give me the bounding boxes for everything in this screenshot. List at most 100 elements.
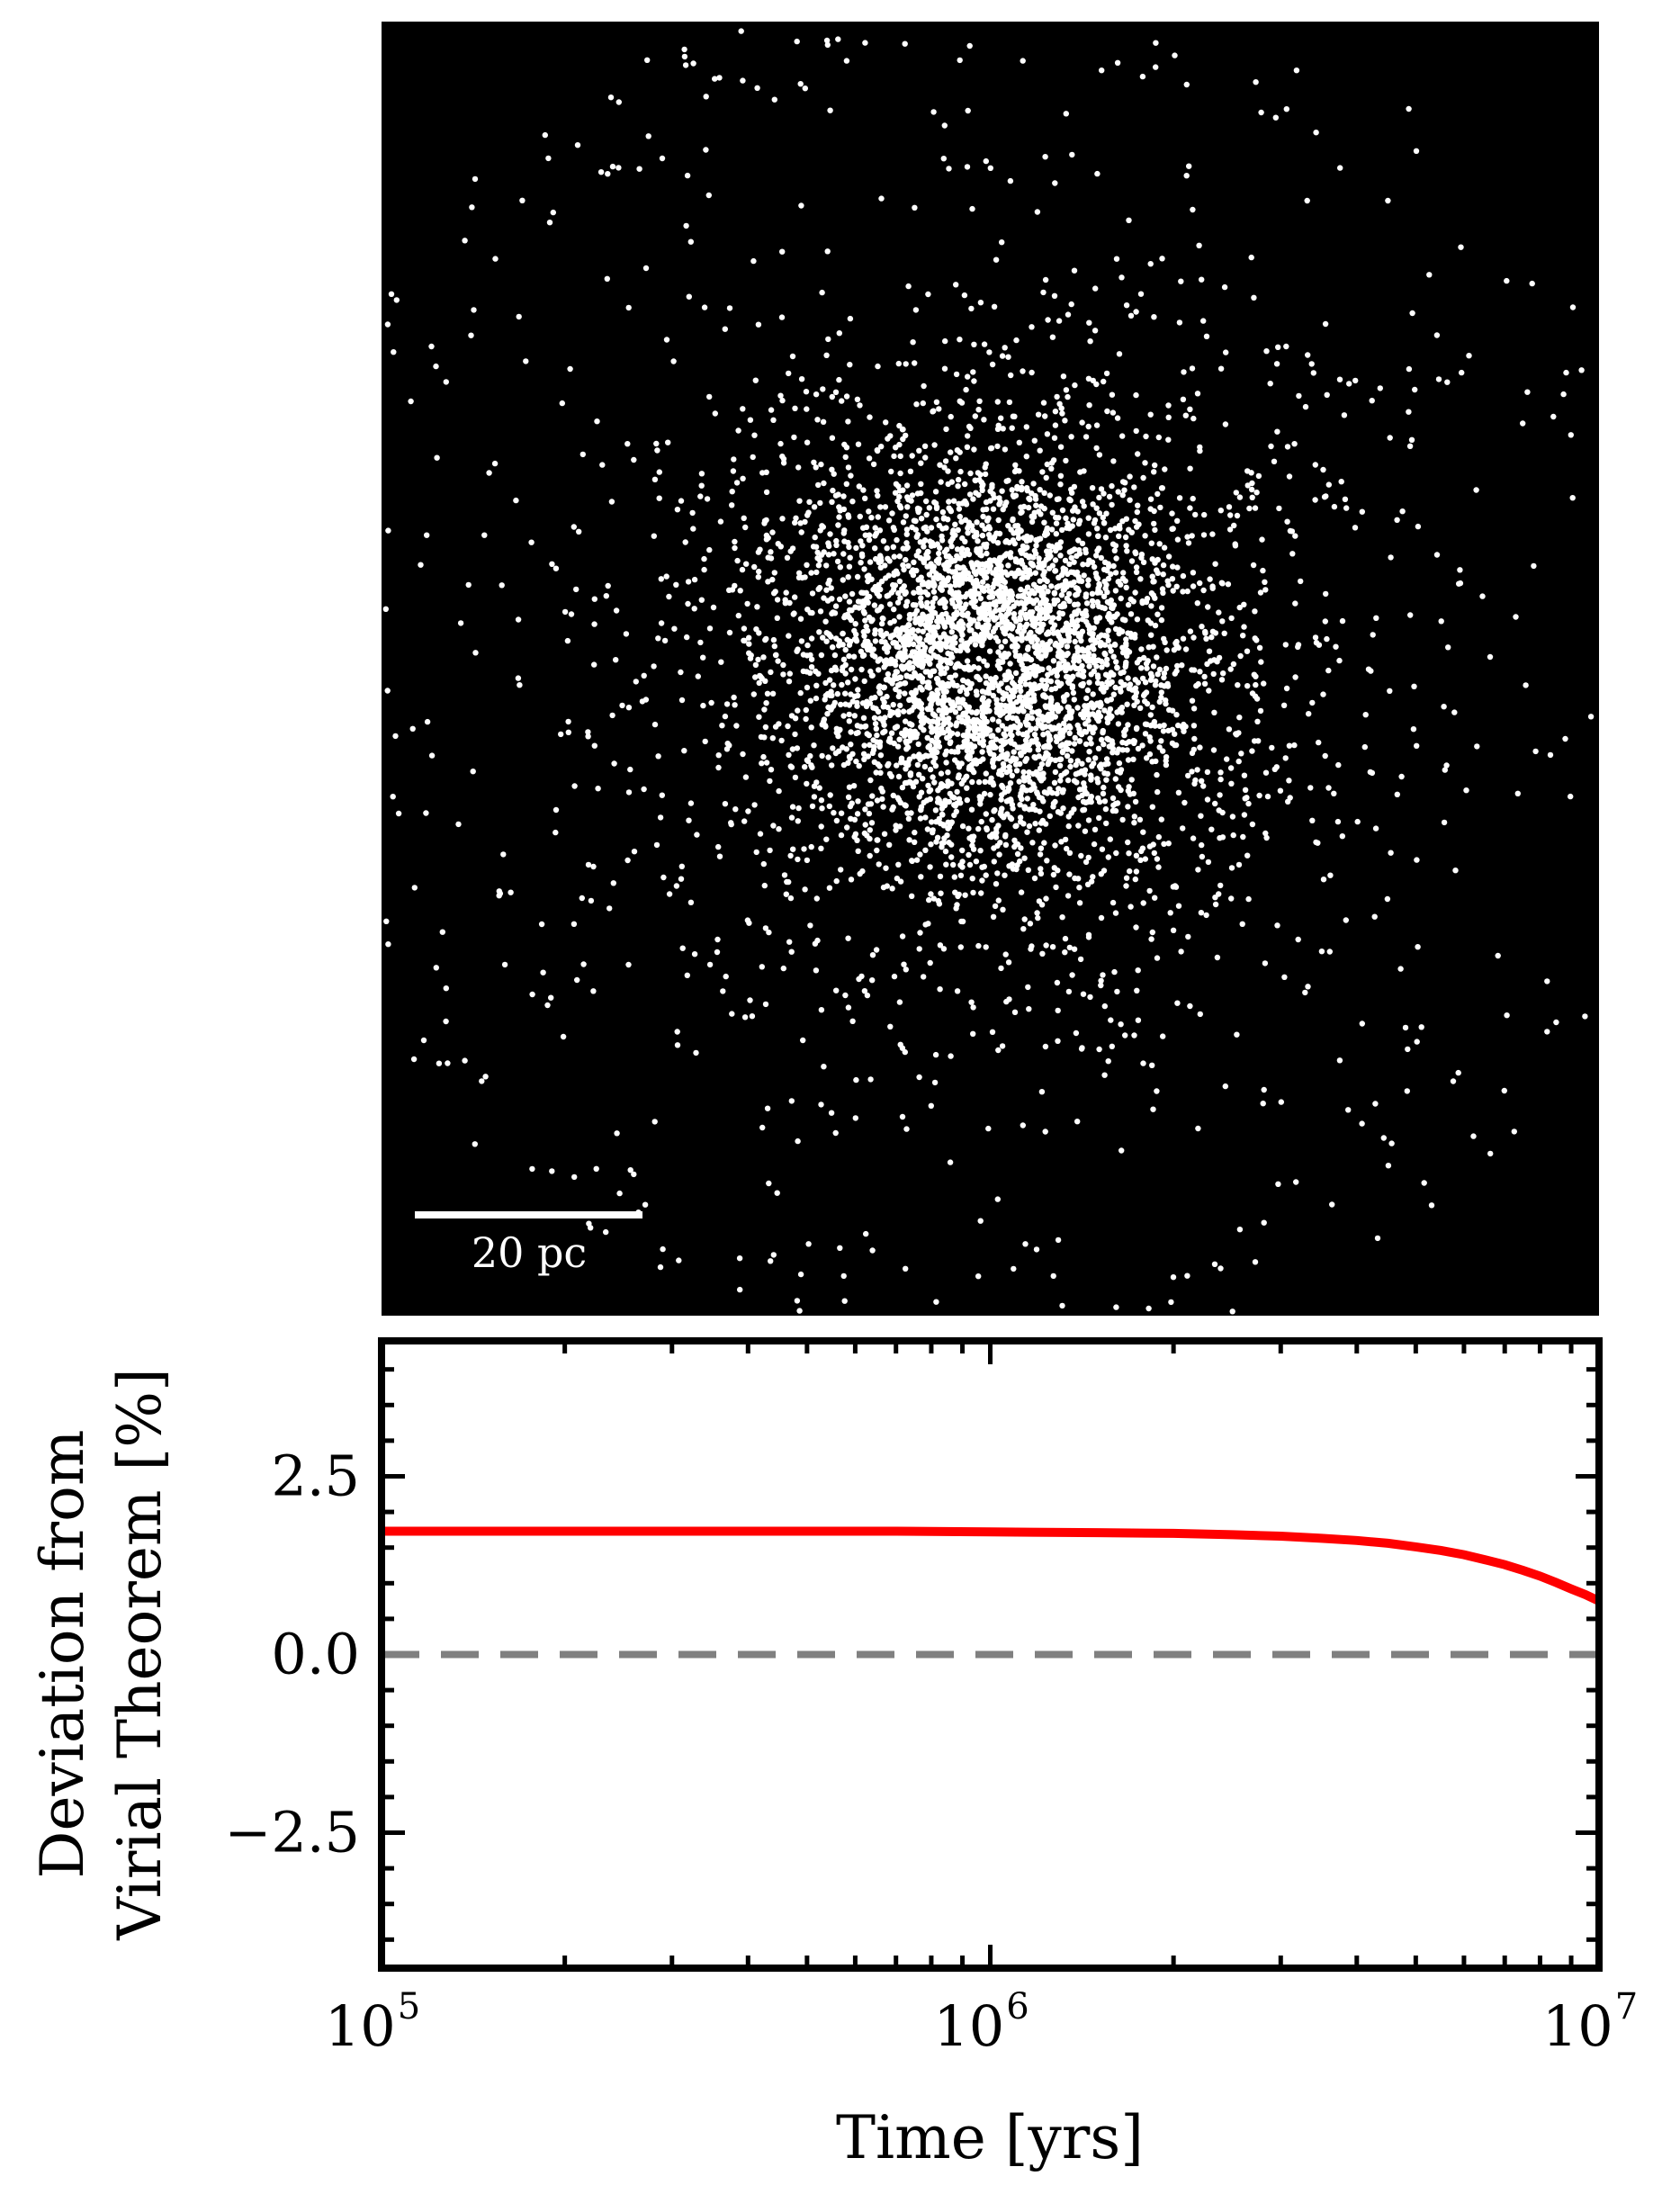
- star-point: [1043, 942, 1049, 949]
- star-point: [1456, 580, 1462, 587]
- star-point: [912, 839, 918, 845]
- star-point: [944, 577, 951, 584]
- star-point: [1197, 444, 1203, 451]
- star-point: [881, 699, 887, 706]
- star-point: [651, 721, 659, 728]
- star-point: [1414, 1039, 1420, 1045]
- star-point: [1152, 560, 1158, 566]
- star-point: [950, 634, 957, 642]
- star-point: [1421, 1180, 1427, 1186]
- star-point: [1026, 495, 1032, 502]
- star-point: [847, 803, 854, 810]
- star-point: [1107, 526, 1114, 534]
- star-point: [1271, 458, 1278, 464]
- star-point: [1195, 867, 1201, 873]
- star-point: [1334, 818, 1342, 825]
- star-point: [631, 456, 637, 463]
- star-point: [913, 534, 920, 540]
- star-point: [1147, 411, 1154, 418]
- star-point: [1029, 709, 1036, 715]
- star-point: [1018, 509, 1024, 517]
- star-point: [1037, 585, 1044, 592]
- star-point: [851, 816, 858, 823]
- star-point: [1037, 851, 1044, 858]
- star-point: [676, 1257, 682, 1263]
- star-point: [767, 778, 773, 785]
- star-point: [807, 922, 813, 929]
- star-point: [1147, 496, 1154, 502]
- star-point: [876, 739, 884, 745]
- star-point: [968, 749, 975, 755]
- star-point: [1043, 704, 1049, 710]
- star-point: [890, 701, 896, 708]
- star-point: [1005, 523, 1011, 529]
- star-point: [1142, 721, 1149, 727]
- star-point: [496, 888, 502, 895]
- star-point: [1244, 648, 1251, 654]
- star-point: [1529, 280, 1535, 287]
- star-point: [945, 825, 951, 832]
- star-point: [1069, 683, 1076, 689]
- star-point: [1015, 535, 1022, 542]
- star-point: [840, 551, 847, 557]
- star-point: [948, 538, 955, 544]
- star-point: [663, 337, 670, 343]
- star-point: [825, 552, 832, 558]
- star-point: [1086, 402, 1092, 409]
- star-point: [457, 620, 464, 626]
- star-point: [956, 500, 962, 507]
- star-point: [1269, 744, 1275, 751]
- star-point: [970, 1004, 976, 1011]
- star-point: [657, 814, 664, 821]
- star-point: [1114, 59, 1121, 67]
- star-point: [1523, 682, 1529, 688]
- star-point: [943, 665, 950, 671]
- star-point: [828, 1110, 835, 1116]
- star-point: [823, 836, 830, 842]
- star-point: [1169, 526, 1175, 532]
- star-point: [1084, 881, 1092, 887]
- star-point: [1406, 409, 1412, 415]
- star-point: [929, 697, 936, 705]
- star-point: [1133, 309, 1139, 315]
- star-point: [735, 427, 741, 434]
- star-point: [912, 526, 919, 533]
- star-point: [808, 635, 815, 642]
- star-point: [1218, 580, 1226, 586]
- star-point: [1038, 616, 1045, 622]
- star-point: [1569, 495, 1576, 501]
- star-point: [912, 778, 920, 785]
- star-point: [965, 525, 971, 532]
- star-point: [939, 587, 946, 593]
- star-point: [930, 774, 936, 780]
- star-point: [1028, 635, 1034, 642]
- cluster-background: [382, 22, 1599, 1316]
- star-point: [1047, 757, 1053, 763]
- star-point: [1487, 653, 1494, 661]
- star-point: [846, 544, 852, 550]
- star-point: [1095, 657, 1102, 663]
- star-point: [969, 876, 975, 882]
- star-point: [1165, 414, 1172, 420]
- star-point: [695, 673, 701, 679]
- star-point: [947, 1159, 954, 1165]
- star-point: [1020, 769, 1027, 776]
- star-point: [1066, 496, 1073, 502]
- star-point: [1182, 646, 1190, 652]
- star-point: [882, 728, 888, 734]
- star-point: [885, 555, 891, 562]
- star-point: [1211, 709, 1217, 715]
- star-point: [991, 557, 998, 563]
- star-point: [1004, 715, 1011, 722]
- star-point: [1029, 738, 1036, 744]
- star-point: [1022, 700, 1029, 706]
- star-point: [1124, 747, 1130, 753]
- star-point: [1187, 505, 1193, 511]
- star-point: [1359, 1021, 1366, 1027]
- star-point: [813, 569, 820, 576]
- star-point: [1171, 647, 1178, 653]
- star-point: [1041, 743, 1047, 751]
- star-point: [951, 874, 958, 880]
- star-point: [1139, 73, 1146, 80]
- star-point: [990, 628, 997, 634]
